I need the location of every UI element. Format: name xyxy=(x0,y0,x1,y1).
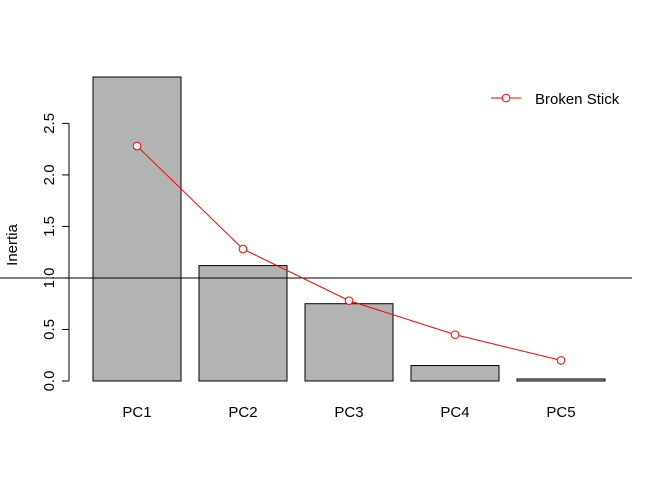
bar-pc1 xyxy=(92,76,182,382)
y-tick-label: 1.5 xyxy=(41,216,58,237)
broken-stick-point-pc2 xyxy=(238,244,248,254)
y-tick-label: 1.0 xyxy=(41,268,58,289)
x-tick-label-pc1: PC1 xyxy=(122,404,151,421)
y-axis-label: Inertia xyxy=(4,224,21,266)
y-tick-label: 2.5 xyxy=(41,113,58,134)
bars-group xyxy=(92,76,606,382)
y-tick-label: 0.0 xyxy=(41,371,58,392)
broken-stick-point-pc3 xyxy=(344,296,354,305)
legend-marker xyxy=(501,93,511,103)
bar-pc3 xyxy=(304,303,394,382)
y-axis: 0.0 0.5 1.0 1.5 2.0 2.5 xyxy=(41,113,70,392)
broken-stick-series xyxy=(132,141,566,365)
x-tick-label-pc4: PC4 xyxy=(440,404,469,421)
y-tick-label: 2.0 xyxy=(41,164,58,185)
bar-pc5 xyxy=(516,378,606,382)
broken-stick-point-pc1 xyxy=(132,141,142,151)
y-tick-label: 0.5 xyxy=(41,319,58,340)
bar-pc4 xyxy=(410,365,500,382)
broken-stick-point-pc4 xyxy=(450,330,460,339)
x-tick-label-pc3: PC3 xyxy=(334,404,363,421)
legend-label-broken-stick: Broken Stick xyxy=(535,91,620,108)
bar-pc2 xyxy=(198,265,288,382)
x-tick-labels: PC1 PC2 PC3 PC4 PC5 xyxy=(122,404,575,421)
broken-stick-point-pc5 xyxy=(556,356,566,365)
legend: Broken Stick xyxy=(491,91,620,108)
x-tick-label-pc2: PC2 xyxy=(228,404,257,421)
x-tick-label-pc5: PC5 xyxy=(546,404,575,421)
